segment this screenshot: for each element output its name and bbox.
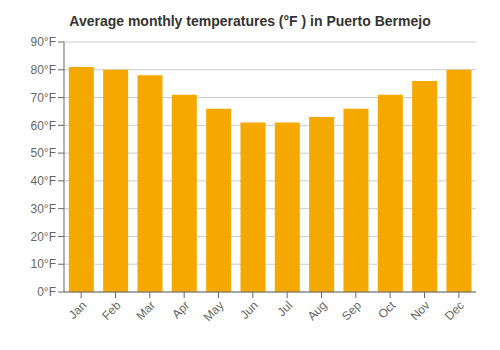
svg-text:Nov: Nov xyxy=(408,298,433,323)
svg-text:50°F: 50°F xyxy=(31,146,56,160)
svg-text:Aug: Aug xyxy=(305,298,330,323)
svg-text:0°F: 0°F xyxy=(37,285,56,299)
svg-text:30°F: 30°F xyxy=(31,202,56,216)
svg-text:20°F: 20°F xyxy=(31,230,56,244)
svg-text:70°F: 70°F xyxy=(31,91,56,105)
svg-text:May: May xyxy=(201,298,227,324)
svg-text:Sep: Sep xyxy=(339,298,364,323)
svg-text:40°F: 40°F xyxy=(31,174,56,188)
svg-text:Jul: Jul xyxy=(275,298,296,319)
svg-text:Jun: Jun xyxy=(237,298,261,322)
svg-text:Oct: Oct xyxy=(375,298,399,322)
html-text:Average monthly temperatures (: Average monthly temperatures (°F ) in Pu… xyxy=(69,13,431,29)
svg-text:Dec: Dec xyxy=(442,298,467,323)
svg-text:80°F: 80°F xyxy=(31,63,56,77)
svg-text:Feb: Feb xyxy=(99,298,124,323)
svg-text:Apr: Apr xyxy=(169,298,192,321)
svg-text:60°F: 60°F xyxy=(31,119,56,133)
svg-text:Jan: Jan xyxy=(66,298,90,322)
svg-text:10°F: 10°F xyxy=(31,257,56,271)
svg-text:90°F: 90°F xyxy=(31,35,56,49)
svg-text:Mar: Mar xyxy=(133,298,158,323)
